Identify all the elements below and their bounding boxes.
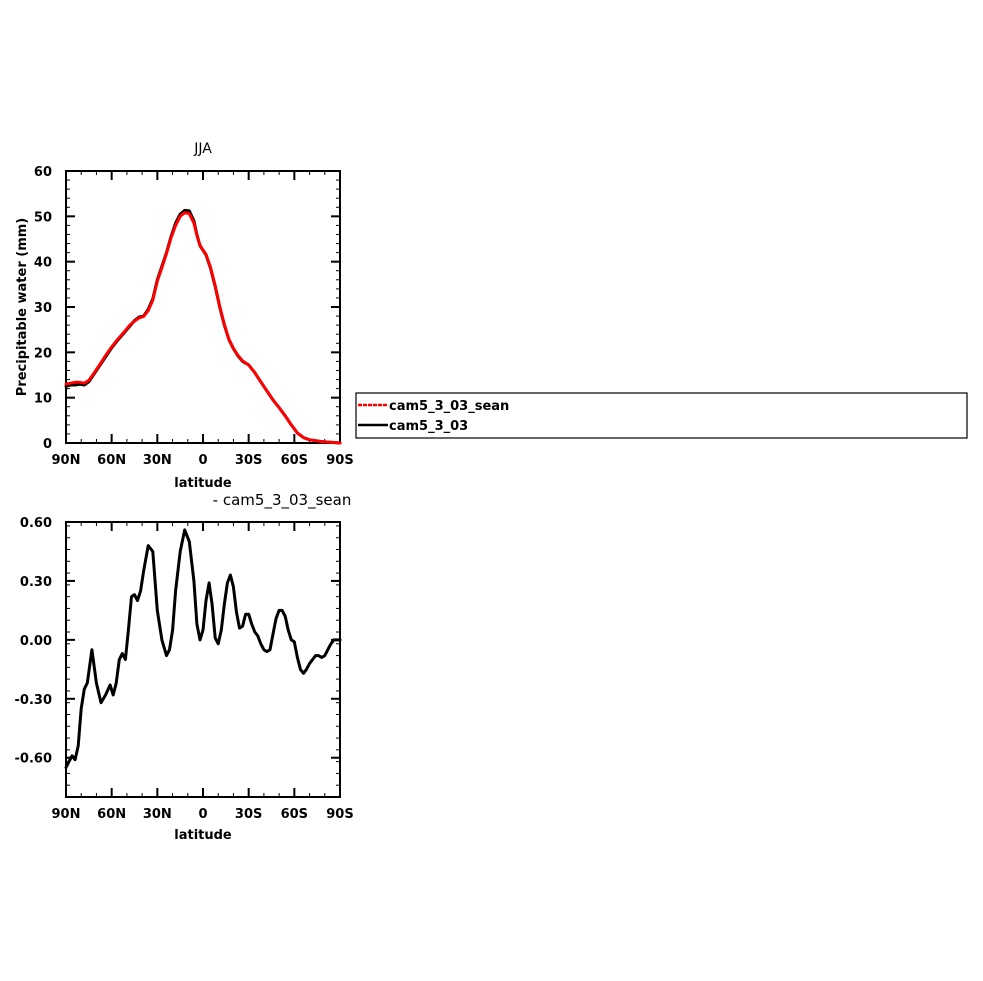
y-axis-label: Precipitable water (mm) xyxy=(15,218,30,397)
legend-box xyxy=(355,392,968,439)
x-tick-label: 90N xyxy=(52,453,81,468)
panel-precipitable-water: JJA Precipitable water (mm) latitude 90N… xyxy=(15,141,354,491)
x-tick-label: 60S xyxy=(281,453,308,468)
y-tick-label: 0.00 xyxy=(20,634,52,649)
y-tick-label: 0.60 xyxy=(20,516,52,531)
y-tick-label: 0 xyxy=(43,437,52,452)
y-tick-label: 30 xyxy=(34,301,52,316)
x-tick-label: 30S xyxy=(235,807,262,822)
x-axis-label: latitude xyxy=(174,828,232,843)
x-tick-label: 30N xyxy=(143,807,172,822)
x-axis-label: latitude xyxy=(174,476,232,491)
y-tick-label: 50 xyxy=(34,210,52,225)
x-tick-label: 0 xyxy=(198,453,207,468)
x-tick-label: 60N xyxy=(97,807,126,822)
chart-title: JJA xyxy=(193,141,212,157)
y-tick-label: 40 xyxy=(34,256,52,271)
legend-label-cam5-3-03-sean: cam5_3_03_sean xyxy=(389,399,509,414)
chart-title: - cam5_3_03_sean xyxy=(213,491,352,510)
panel-difference: - cam5_3_03_sean latitude 90N 60N 30N 0 30S 6… xyxy=(15,491,354,843)
x-tick-label: 30S xyxy=(235,453,262,468)
x-tick-label: 60N xyxy=(97,453,126,468)
y-tick-label: 20 xyxy=(34,346,52,361)
x-tick-label: 0 xyxy=(198,807,207,822)
x-tick-label: 90N xyxy=(52,807,81,822)
x-tick-label: 90S xyxy=(326,807,353,822)
x-tick-label: 60S xyxy=(281,807,308,822)
x-tick-label: 90S xyxy=(326,453,353,468)
legend-label-cam5-3-03: cam5_3_03 xyxy=(389,419,468,434)
y-tick-label: -0.30 xyxy=(15,693,52,708)
plot-frame xyxy=(65,170,341,444)
y-tick-label: 60 xyxy=(34,165,52,180)
series-line-cam5-3-03-sean xyxy=(64,211,342,445)
x-tick-label: 30N xyxy=(143,453,172,468)
series-line-difference xyxy=(64,528,342,769)
y-tick-label: 0.30 xyxy=(20,575,52,590)
y-tick-label: 10 xyxy=(34,392,52,407)
legend: cam5_3_03_sean cam5_3_03 xyxy=(355,392,968,439)
series-line-cam5-3-03 xyxy=(64,208,342,445)
y-tick-label: -0.60 xyxy=(15,752,52,767)
